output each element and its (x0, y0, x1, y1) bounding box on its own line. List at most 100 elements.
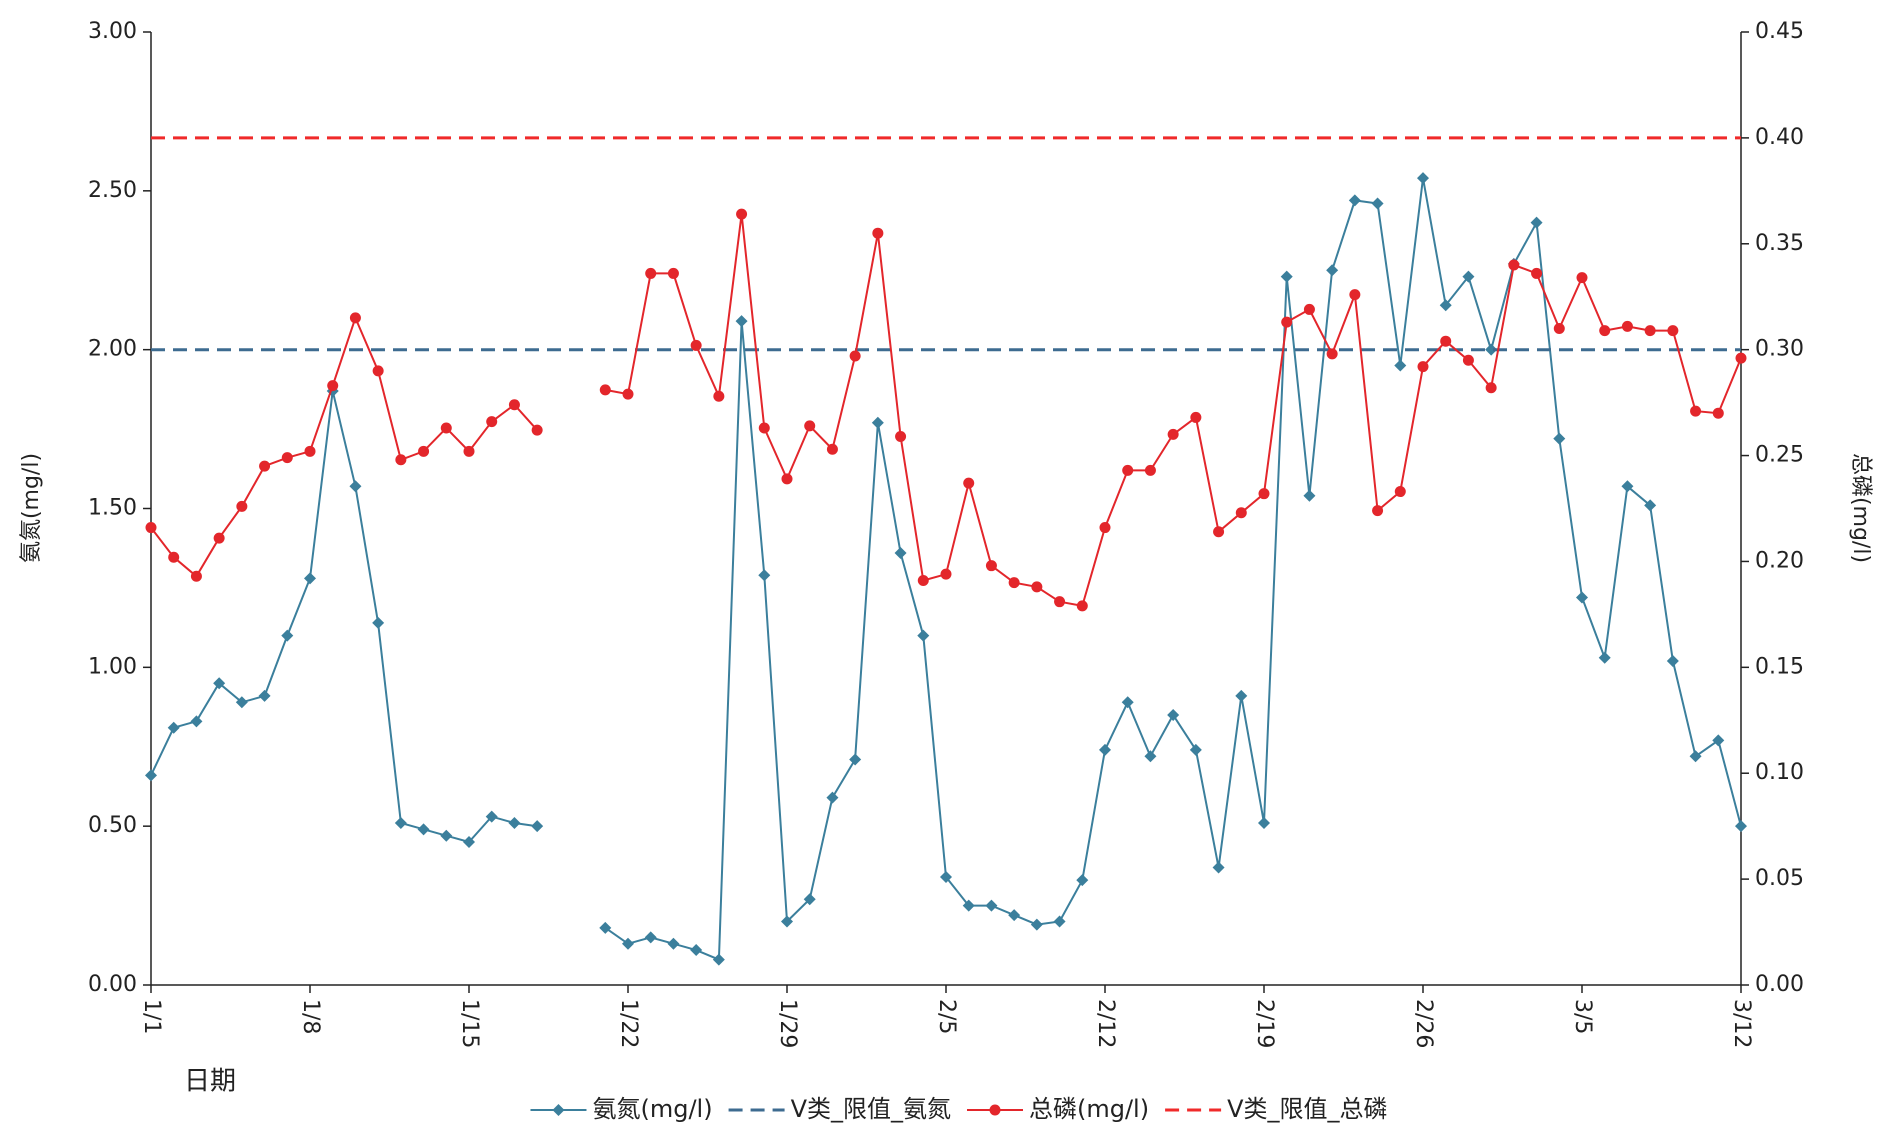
data-point (531, 820, 544, 833)
data-point (1121, 696, 1134, 709)
data-point (1553, 432, 1566, 445)
y2-tick-label: 0.40 (1755, 125, 1804, 150)
data-point (190, 715, 203, 728)
data-point (418, 445, 430, 457)
data-point (1303, 489, 1316, 502)
data-point (508, 399, 520, 411)
data-point (736, 208, 748, 220)
data-point (1439, 299, 1452, 312)
data-point (486, 416, 498, 428)
data-point (758, 569, 771, 582)
data-point (1485, 382, 1497, 394)
data-point (644, 931, 657, 944)
x-axis-title: 日期 (184, 1067, 236, 1097)
data-point (940, 870, 952, 883)
data-point (190, 570, 202, 582)
data-point (1235, 689, 1248, 702)
data-point (758, 422, 770, 434)
data-point (1167, 428, 1179, 440)
data-point (1258, 816, 1270, 829)
legend: 氨氮(mg/l) V类_限值_氨氮 总磷(mg/l) V类_限值_总磷 (530, 1095, 1388, 1123)
data-point (1031, 581, 1043, 593)
data-point (667, 267, 679, 279)
data-point (1122, 464, 1134, 476)
x-tick-label: 1/29 (775, 999, 800, 1048)
data-point (1372, 505, 1384, 517)
data-point (463, 836, 475, 849)
series-line (150, 213, 1742, 608)
legend-label: V类_限值_总磷 (1227, 1095, 1387, 1123)
data-point (1076, 600, 1088, 612)
data-point (826, 791, 839, 804)
data-point (1213, 526, 1225, 538)
data-point (781, 915, 793, 928)
data-point (145, 522, 157, 534)
data-point (236, 500, 248, 512)
data-point (167, 721, 180, 734)
data-point (1462, 354, 1474, 366)
data-point (1735, 352, 1747, 364)
data-point (1144, 750, 1157, 763)
y-tick-label: 2.00 (88, 337, 137, 362)
data-point (599, 921, 612, 934)
data-point (1008, 909, 1021, 922)
y2-tick-label: 0.15 (1755, 654, 1804, 679)
y-axis-title: 氨氮(mg/l) (19, 453, 44, 563)
data-point (394, 816, 407, 829)
data-point (349, 312, 361, 324)
y2-tick-label: 0.25 (1755, 443, 1804, 468)
data-point (1417, 361, 1429, 373)
x-tick-label: 1/22 (616, 999, 641, 1048)
data-point (940, 568, 952, 580)
data-point (168, 551, 180, 563)
data-point (871, 416, 884, 429)
data-point (1394, 486, 1406, 498)
data-point (849, 350, 861, 362)
data-point (1531, 267, 1543, 279)
data-point (781, 473, 793, 485)
data-point (1621, 480, 1634, 493)
data-point (1417, 172, 1429, 185)
data-point (1644, 499, 1657, 512)
x-tick-label: 1/15 (457, 999, 482, 1048)
data-point (872, 227, 884, 239)
data-point (485, 810, 498, 823)
y-tick-label: 1.00 (88, 654, 137, 679)
data-point (690, 339, 702, 351)
data-point (281, 629, 294, 642)
data-point (849, 753, 862, 766)
data-point (349, 480, 362, 493)
data-point (1576, 272, 1588, 284)
data-point (713, 390, 725, 402)
data-point (1281, 316, 1293, 328)
y-tick-label: 0.50 (88, 813, 137, 838)
data-point (917, 629, 930, 642)
data-point (894, 546, 907, 559)
data-point (1348, 194, 1361, 207)
data-point (1440, 335, 1452, 347)
y2-tick-label: 0.45 (1755, 19, 1804, 44)
data-point (417, 823, 430, 836)
data-point (440, 829, 453, 842)
data-point (690, 944, 703, 957)
data-point (235, 696, 248, 709)
data-point (1326, 264, 1339, 277)
data-point (1099, 522, 1111, 534)
data-point (1530, 216, 1543, 229)
data-point (372, 365, 384, 377)
y2-axis-title: 总磷(mg/l) (1848, 453, 1873, 563)
data-point (1212, 861, 1225, 874)
y2-tick-label: 0.00 (1755, 972, 1804, 997)
data-point (1303, 303, 1315, 315)
data-point (989, 1104, 1001, 1116)
x-tick-label: 3/5 (1570, 999, 1595, 1034)
data-point (1598, 651, 1611, 664)
legend-label: 总磷(mg/l) (1029, 1095, 1149, 1123)
data-point (735, 315, 748, 328)
data-point (599, 384, 611, 396)
data-point (804, 420, 816, 432)
x-tick-label: 2/19 (1252, 999, 1277, 1048)
y2-tick-label: 0.30 (1755, 337, 1804, 362)
data-point (1666, 654, 1679, 667)
data-point (463, 445, 475, 457)
